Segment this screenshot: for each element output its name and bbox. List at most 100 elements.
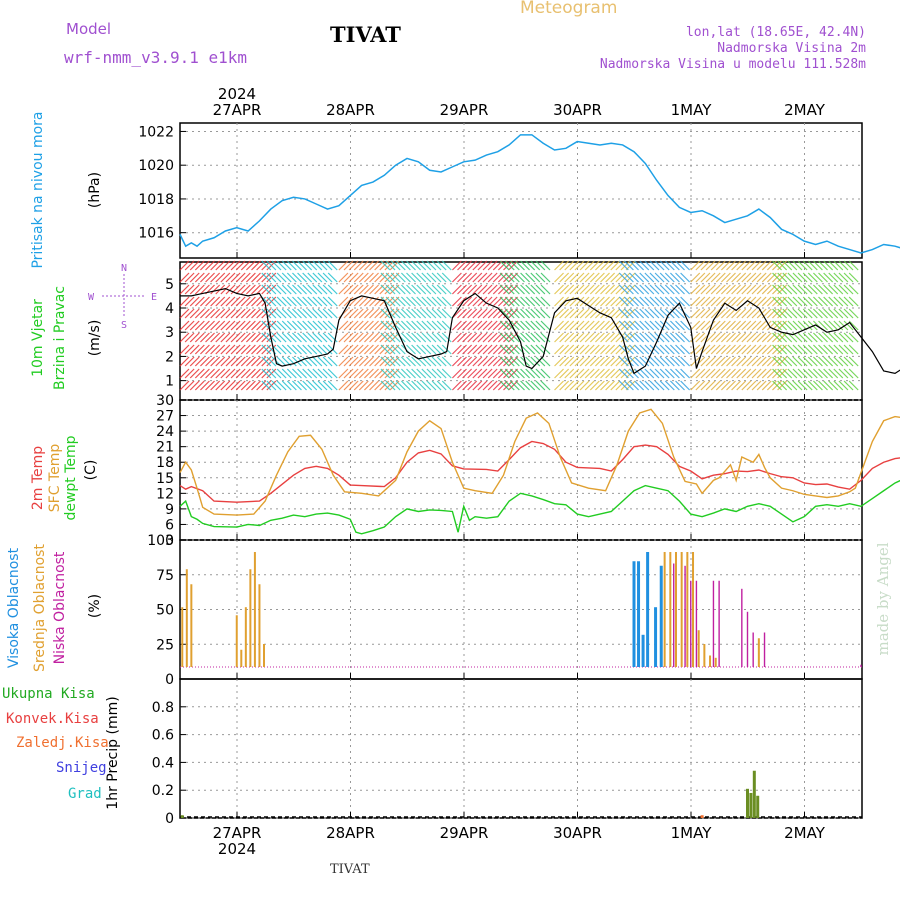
wind-barb bbox=[828, 344, 839, 355]
wind-barb bbox=[358, 356, 369, 367]
wind-barb bbox=[322, 320, 333, 331]
wind-barb bbox=[756, 332, 767, 343]
wind-barb bbox=[624, 344, 634, 355]
wind-barb bbox=[385, 332, 396, 343]
wind-barb bbox=[620, 272, 631, 283]
wind-barb bbox=[504, 296, 515, 307]
wind-barb bbox=[705, 332, 716, 343]
wind-barb bbox=[629, 380, 639, 391]
wind-barb bbox=[564, 284, 575, 295]
wind-barb bbox=[400, 356, 411, 367]
wind-barb bbox=[559, 356, 570, 367]
wind-barb bbox=[535, 272, 546, 283]
wind-barb bbox=[589, 368, 600, 379]
wind-barb bbox=[675, 308, 685, 319]
wind-barb bbox=[559, 368, 570, 379]
wind-barb bbox=[710, 344, 721, 355]
wind-barb bbox=[503, 344, 513, 355]
wind-barb bbox=[802, 356, 813, 367]
wind-barb bbox=[605, 320, 616, 331]
wind-barb bbox=[554, 284, 564, 295]
wind-barb bbox=[358, 320, 369, 331]
wind-barb bbox=[472, 260, 483, 271]
wind-barb bbox=[431, 308, 442, 319]
wind-barb bbox=[504, 332, 515, 343]
wind-barb bbox=[395, 260, 406, 271]
wind-barb bbox=[497, 332, 508, 343]
wind-barb bbox=[235, 296, 246, 307]
wind-barb bbox=[421, 356, 432, 367]
wind-barb bbox=[675, 272, 685, 283]
wind-barb bbox=[720, 284, 731, 295]
wind-barb bbox=[777, 308, 788, 319]
wind-barb bbox=[812, 260, 823, 271]
wind-barb bbox=[251, 344, 261, 355]
wind-barb bbox=[477, 284, 488, 295]
wind-barb bbox=[451, 344, 462, 355]
year-label-top: 2024 bbox=[218, 85, 256, 103]
pressure-line bbox=[179, 134, 900, 254]
wind-barb bbox=[441, 320, 452, 331]
wind-barb bbox=[746, 260, 757, 271]
wind-barb bbox=[812, 332, 823, 343]
wind-barb bbox=[492, 284, 503, 295]
wind-barb bbox=[629, 332, 639, 343]
wind-barb bbox=[639, 320, 650, 331]
wind-barb bbox=[736, 356, 747, 367]
wind-barb bbox=[807, 284, 818, 295]
y-tick-label: 3 bbox=[165, 325, 174, 341]
wind-barb bbox=[726, 260, 736, 271]
date-label-bottom: 27APR bbox=[213, 824, 262, 842]
date-label-top: 1MAY bbox=[671, 101, 713, 119]
wind-barb bbox=[736, 380, 747, 391]
wind-barb bbox=[620, 284, 631, 295]
wind-barb bbox=[818, 332, 828, 343]
wind-barb bbox=[659, 356, 670, 367]
wind-barb bbox=[441, 284, 452, 295]
wind-barb bbox=[520, 272, 531, 283]
wind-barb bbox=[487, 332, 498, 343]
wind-barb bbox=[225, 332, 236, 343]
wind-barb bbox=[664, 284, 675, 295]
wind-barb bbox=[797, 320, 808, 331]
wind-barb bbox=[200, 284, 210, 295]
wind-barb bbox=[848, 320, 859, 331]
wind-barb bbox=[467, 344, 478, 355]
wind-barb bbox=[705, 308, 716, 319]
wind-barb bbox=[700, 284, 711, 295]
wind-barb bbox=[600, 284, 610, 295]
wind-barb bbox=[406, 296, 416, 307]
wind-barb bbox=[574, 368, 585, 379]
wind-barb bbox=[292, 344, 302, 355]
wind-barb bbox=[629, 356, 639, 367]
wind-barb bbox=[411, 272, 422, 283]
wind-barb bbox=[715, 344, 726, 355]
wind-barb bbox=[624, 320, 634, 331]
wind-barb bbox=[584, 272, 595, 283]
wind-barb bbox=[569, 308, 580, 319]
wind-barb bbox=[720, 296, 731, 307]
wind-barb bbox=[436, 308, 447, 319]
wind-barb bbox=[317, 296, 328, 307]
wind-barb bbox=[369, 368, 379, 379]
wind-barb bbox=[615, 332, 626, 343]
wind-barb bbox=[569, 356, 580, 367]
wind-barb bbox=[812, 308, 823, 319]
wind-barb bbox=[348, 356, 359, 367]
wind-barb bbox=[235, 260, 246, 271]
wind-barb bbox=[451, 320, 462, 331]
wind-barb bbox=[828, 368, 839, 379]
wind-barb bbox=[848, 344, 859, 355]
wind-barb bbox=[818, 272, 828, 283]
wind-barb bbox=[499, 332, 510, 343]
wind-barb bbox=[286, 320, 297, 331]
wind-barb bbox=[535, 368, 546, 379]
wind-barb bbox=[559, 308, 570, 319]
wind-barb bbox=[766, 368, 777, 379]
wind-barb bbox=[369, 332, 379, 343]
wind-barb bbox=[741, 344, 752, 355]
wind-barb bbox=[720, 380, 731, 391]
wind-barb bbox=[205, 380, 215, 391]
wind-barb bbox=[802, 260, 813, 271]
wind-barb bbox=[530, 368, 541, 379]
